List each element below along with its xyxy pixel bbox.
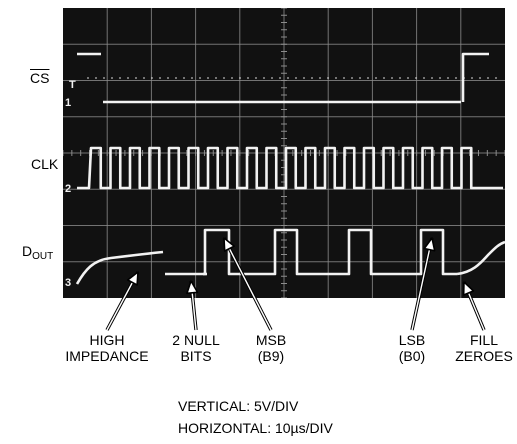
channel-3-marker: 3 (65, 277, 71, 289)
annotation-null-bits: 2 NULL BITS (172, 332, 219, 364)
horizontal-scale-label: HORIZONTAL: 10µs/DIV (178, 420, 333, 436)
trigger-marker: T (69, 79, 76, 91)
annotation-high-impedance: HIGH IMPEDANCE (65, 332, 148, 364)
annotation-fill-zeroes: FILL ZEROES (455, 332, 513, 364)
vertical-scale-label: VERTICAL: 5V/DIV (178, 398, 299, 414)
dout-trace-high-impedance (75, 250, 164, 285)
oscilloscope-screen: 1 T 2 3 (63, 8, 505, 298)
annotation-line: LSB (398, 332, 426, 348)
dout-signal-name: D (22, 243, 33, 259)
clk-signal-label: CLK (31, 156, 58, 172)
annotation-line: HIGH (89, 332, 125, 348)
annotation-line: FILL (469, 332, 499, 348)
cs-signal-label: CS (30, 70, 49, 86)
dout-trace-fill-zeroes (456, 240, 505, 276)
annotation-lsb: LSB (B0) (399, 332, 425, 364)
cs-trace-high-end (461, 52, 489, 102)
channel-1-marker: 1 (65, 97, 71, 109)
dout-signal-label: DOUT (22, 243, 53, 265)
annotation-line: (B9) (257, 348, 285, 364)
annotation-line: IMPEDANCE (65, 348, 149, 364)
dout-trace-data-bits (203, 228, 457, 276)
annotation-line: MSB (255, 332, 287, 348)
annotation-line: 2 NULL (172, 332, 220, 348)
trace-group (75, 52, 505, 285)
annotation-line: BITS (180, 348, 212, 364)
clk-signal-name: CLK (31, 156, 59, 172)
annotation-msb: MSB (B9) (256, 332, 286, 364)
dout-signal-subscript: OUT (32, 251, 54, 262)
annotation-line: (B0) (398, 348, 426, 364)
clk-trace (77, 146, 503, 190)
cs-signal-name: CS (30, 70, 50, 86)
annotation-line: ZEROES (455, 348, 513, 364)
channel-2-marker: 2 (65, 183, 71, 195)
